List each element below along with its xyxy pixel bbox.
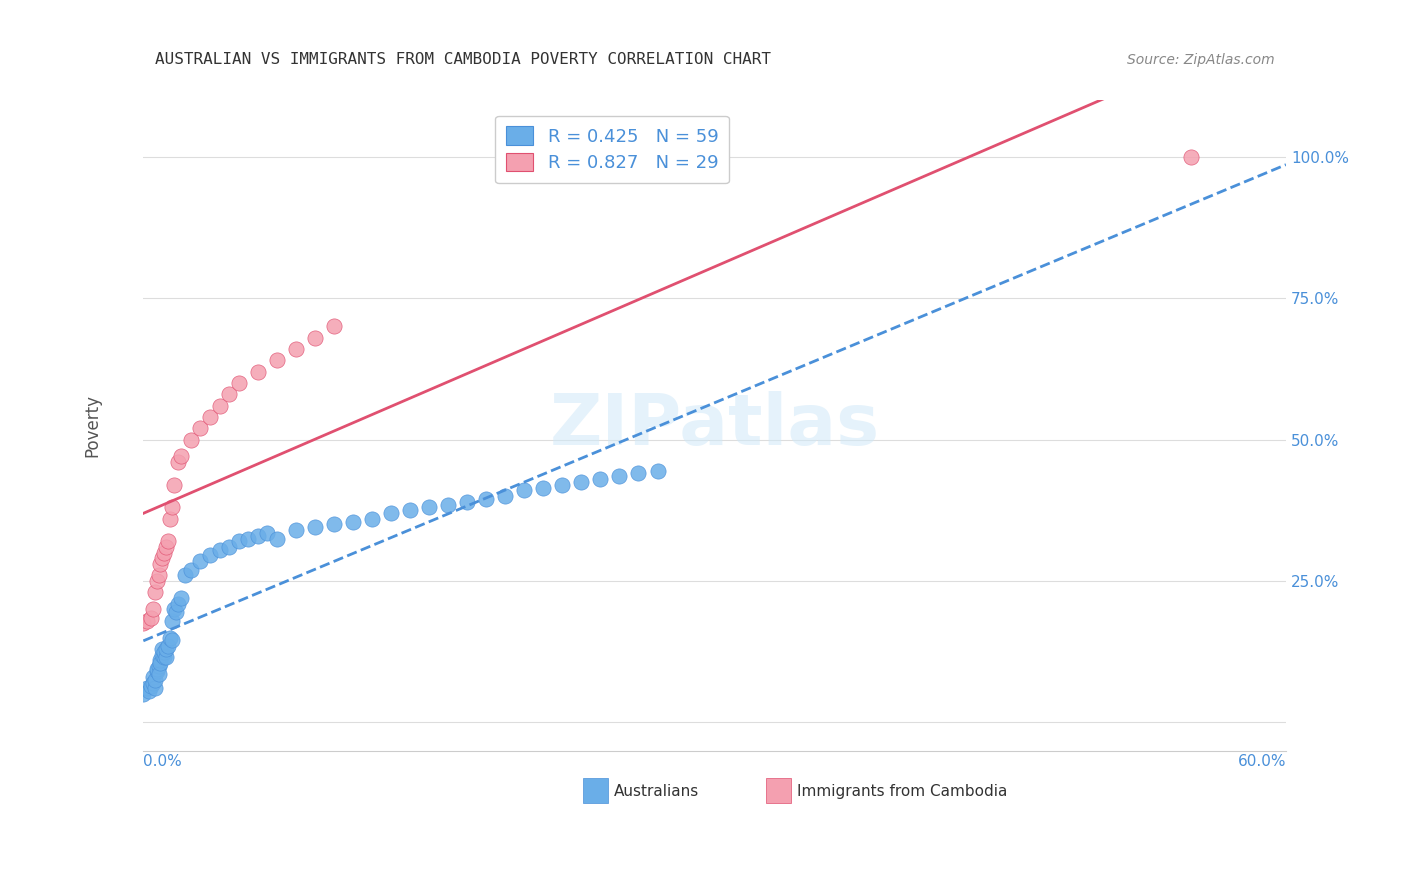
Text: 60.0%: 60.0%: [1237, 754, 1286, 769]
Point: [218, 540, 240, 554]
Point: [150, 641, 173, 656]
Point: [155, 650, 177, 665]
Point: [142, 670, 165, 684]
Point: [145, 665, 167, 679]
Point: [322, 319, 344, 334]
Point: [145, 574, 167, 588]
Point: [165, 605, 187, 619]
Point: [145, 662, 167, 676]
Point: [160, 614, 183, 628]
Point: [163, 602, 186, 616]
Point: [153, 546, 176, 560]
Point: [399, 503, 422, 517]
Point: [647, 464, 669, 478]
Point: [150, 551, 173, 566]
Point: [494, 489, 516, 503]
Point: [132, 616, 155, 631]
Point: [531, 481, 554, 495]
Point: [180, 563, 202, 577]
Point: [360, 512, 382, 526]
Text: AUSTRALIAN VS IMMIGRANTS FROM CAMBODIA POVERTY CORRELATION CHART: AUSTRALIAN VS IMMIGRANTS FROM CAMBODIA P…: [155, 53, 770, 68]
Point: [155, 540, 177, 554]
Point: [342, 515, 364, 529]
Point: [149, 557, 172, 571]
Point: [256, 525, 278, 540]
FancyBboxPatch shape: [583, 778, 609, 803]
Point: [456, 494, 478, 508]
Legend: R = 0.425   N = 59, R = 0.827   N = 29: R = 0.425 N = 59, R = 0.827 N = 29: [495, 116, 730, 183]
Point: [218, 387, 240, 401]
Point: [266, 532, 288, 546]
Point: [142, 602, 165, 616]
Text: 0.0%: 0.0%: [143, 754, 183, 769]
Point: [170, 450, 193, 464]
Point: [136, 614, 159, 628]
Point: [139, 611, 162, 625]
Point: [551, 477, 574, 491]
Point: [139, 679, 162, 693]
Point: [589, 472, 612, 486]
Point: [437, 498, 460, 512]
Point: [198, 549, 221, 563]
Point: [609, 469, 631, 483]
Point: [160, 500, 183, 515]
Point: [143, 673, 166, 687]
Point: [148, 667, 170, 681]
Point: [136, 681, 159, 696]
Point: [157, 639, 180, 653]
Point: [198, 409, 221, 424]
Text: Poverty: Poverty: [83, 394, 101, 457]
Point: [132, 687, 155, 701]
FancyBboxPatch shape: [766, 778, 792, 803]
Point: [157, 534, 180, 549]
Point: [304, 520, 326, 534]
Point: [166, 455, 188, 469]
Point: [228, 534, 250, 549]
Point: [380, 506, 402, 520]
Point: [246, 529, 269, 543]
Point: [159, 512, 181, 526]
Point: [180, 433, 202, 447]
Point: [228, 376, 250, 390]
Point: [166, 597, 188, 611]
Point: [138, 684, 160, 698]
Point: [174, 568, 197, 582]
Point: [143, 585, 166, 599]
Point: [190, 421, 212, 435]
Point: [1180, 150, 1202, 164]
Point: [190, 554, 212, 568]
Point: [150, 648, 173, 662]
Point: [513, 483, 536, 498]
Text: Source: ZipAtlas.com: Source: ZipAtlas.com: [1126, 54, 1274, 68]
Point: [160, 633, 183, 648]
Point: [149, 653, 172, 667]
Text: Immigrants from Cambodia: Immigrants from Cambodia: [797, 783, 1007, 798]
Point: [304, 331, 326, 345]
Point: [322, 517, 344, 532]
Point: [246, 365, 269, 379]
Point: [148, 658, 170, 673]
Point: [627, 467, 650, 481]
Point: [142, 675, 165, 690]
Point: [153, 645, 176, 659]
Text: Australians: Australians: [614, 783, 699, 798]
Point: [155, 641, 177, 656]
Text: ZIPatlas: ZIPatlas: [550, 391, 880, 460]
Point: [148, 568, 170, 582]
Point: [159, 631, 181, 645]
Point: [208, 542, 231, 557]
Point: [284, 342, 307, 356]
Point: [284, 523, 307, 537]
Point: [266, 353, 288, 368]
Point: [236, 532, 259, 546]
Point: [170, 591, 193, 605]
Point: [149, 656, 172, 670]
Point: [475, 491, 498, 506]
Point: [418, 500, 440, 515]
Point: [153, 650, 176, 665]
Point: [569, 475, 592, 489]
Point: [163, 477, 186, 491]
Point: [208, 399, 231, 413]
Point: [143, 681, 166, 696]
